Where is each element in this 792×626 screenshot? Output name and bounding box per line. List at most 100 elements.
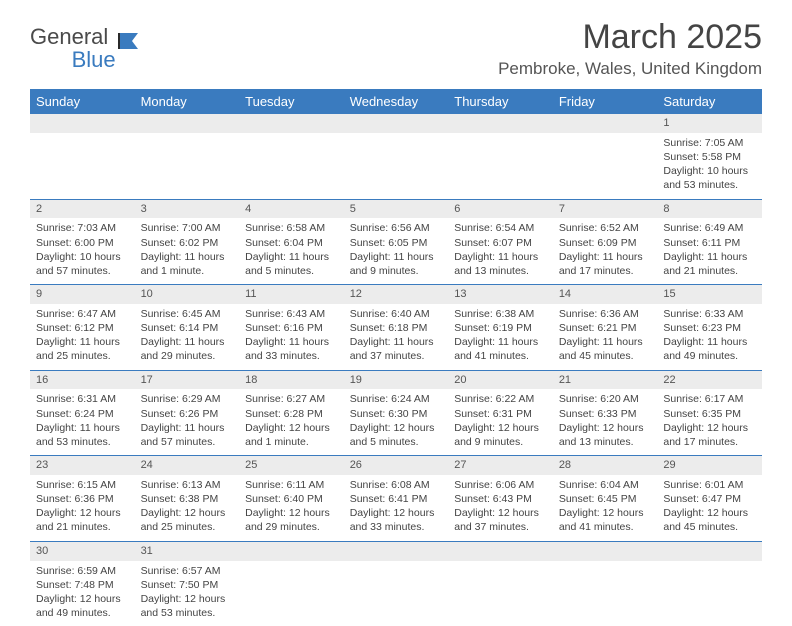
sunrise: Sunrise: 6:59 AM bbox=[36, 564, 129, 578]
daylight: Daylight: 11 hours and 9 minutes. bbox=[350, 250, 443, 278]
weekday-header: Saturday bbox=[657, 89, 762, 114]
sunset: Sunset: 6:11 PM bbox=[663, 236, 756, 250]
sunset: Sunset: 6:02 PM bbox=[141, 236, 234, 250]
day-number: 29 bbox=[657, 456, 762, 475]
calendar-cell: 21Sunrise: 6:20 AMSunset: 6:33 PMDayligh… bbox=[553, 370, 658, 456]
calendar-cell: 11Sunrise: 6:43 AMSunset: 6:16 PMDayligh… bbox=[239, 285, 344, 371]
daylight: Daylight: 12 hours and 13 minutes. bbox=[559, 421, 652, 449]
daylight: Daylight: 12 hours and 5 minutes. bbox=[350, 421, 443, 449]
daylight: Daylight: 11 hours and 33 minutes. bbox=[245, 335, 338, 363]
daylight: Daylight: 12 hours and 41 minutes. bbox=[559, 506, 652, 534]
sunset: Sunset: 6:30 PM bbox=[350, 407, 443, 421]
day-body: Sunrise: 6:22 AMSunset: 6:31 PMDaylight:… bbox=[448, 389, 553, 455]
daylight: Daylight: 11 hours and 13 minutes. bbox=[454, 250, 547, 278]
daylight: Daylight: 11 hours and 29 minutes. bbox=[141, 335, 234, 363]
calendar-cell: 15Sunrise: 6:33 AMSunset: 6:23 PMDayligh… bbox=[657, 285, 762, 371]
calendar-cell: 25Sunrise: 6:11 AMSunset: 6:40 PMDayligh… bbox=[239, 456, 344, 542]
sunset: Sunset: 6:19 PM bbox=[454, 321, 547, 335]
sunset: Sunset: 6:41 PM bbox=[350, 492, 443, 506]
calendar-cell: 26Sunrise: 6:08 AMSunset: 6:41 PMDayligh… bbox=[344, 456, 449, 542]
day-number: 12 bbox=[344, 285, 449, 304]
day-number: 19 bbox=[344, 371, 449, 390]
weekday-row: SundayMondayTuesdayWednesdayThursdayFrid… bbox=[30, 89, 762, 114]
calendar-cell: 4Sunrise: 6:58 AMSunset: 6:04 PMDaylight… bbox=[239, 199, 344, 285]
daylight: Daylight: 12 hours and 21 minutes. bbox=[36, 506, 129, 534]
day-body: Sunrise: 6:43 AMSunset: 6:16 PMDaylight:… bbox=[239, 304, 344, 370]
sunrise: Sunrise: 6:33 AM bbox=[663, 307, 756, 321]
sunrise: Sunrise: 6:54 AM bbox=[454, 221, 547, 235]
daylight: Daylight: 12 hours and 45 minutes. bbox=[663, 506, 756, 534]
sunset: Sunset: 6:18 PM bbox=[350, 321, 443, 335]
logo-text-2: Blue bbox=[72, 47, 116, 72]
calendar-cell: 12Sunrise: 6:40 AMSunset: 6:18 PMDayligh… bbox=[344, 285, 449, 371]
sunrise: Sunrise: 6:15 AM bbox=[36, 478, 129, 492]
daylight: Daylight: 11 hours and 41 minutes. bbox=[454, 335, 547, 363]
sunrise: Sunrise: 6:57 AM bbox=[141, 564, 234, 578]
weekday-header: Monday bbox=[135, 89, 240, 114]
sunset: Sunset: 6:24 PM bbox=[36, 407, 129, 421]
day-body: Sunrise: 6:11 AMSunset: 6:40 PMDaylight:… bbox=[239, 475, 344, 541]
day-number: 8 bbox=[657, 200, 762, 219]
day-number: 28 bbox=[553, 456, 658, 475]
logo-text-1: General bbox=[30, 24, 108, 49]
day-body: Sunrise: 6:06 AMSunset: 6:43 PMDaylight:… bbox=[448, 475, 553, 541]
day-body: Sunrise: 6:24 AMSunset: 6:30 PMDaylight:… bbox=[344, 389, 449, 455]
calendar-week: 9Sunrise: 6:47 AMSunset: 6:12 PMDaylight… bbox=[30, 285, 762, 371]
day-body: Sunrise: 6:47 AMSunset: 6:12 PMDaylight:… bbox=[30, 304, 135, 370]
daylight: Daylight: 11 hours and 45 minutes. bbox=[559, 335, 652, 363]
day-number: 5 bbox=[344, 200, 449, 219]
calendar-cell: 17Sunrise: 6:29 AMSunset: 6:26 PMDayligh… bbox=[135, 370, 240, 456]
sunset: Sunset: 6:45 PM bbox=[559, 492, 652, 506]
daylight: Daylight: 12 hours and 49 minutes. bbox=[36, 592, 129, 620]
day-number: 7 bbox=[553, 200, 658, 219]
day-number: 3 bbox=[135, 200, 240, 219]
calendar-cell: 7Sunrise: 6:52 AMSunset: 6:09 PMDaylight… bbox=[553, 199, 658, 285]
calendar-cell: 3Sunrise: 7:00 AMSunset: 6:02 PMDaylight… bbox=[135, 199, 240, 285]
sunrise: Sunrise: 6:06 AM bbox=[454, 478, 547, 492]
sunset: Sunset: 6:00 PM bbox=[36, 236, 129, 250]
weekday-header: Sunday bbox=[30, 89, 135, 114]
sunrise: Sunrise: 6:17 AM bbox=[663, 392, 756, 406]
day-number: 9 bbox=[30, 285, 135, 304]
flag-icon bbox=[118, 31, 144, 56]
sunset: Sunset: 6:26 PM bbox=[141, 407, 234, 421]
sunrise: Sunrise: 6:20 AM bbox=[559, 392, 652, 406]
day-number: 14 bbox=[553, 285, 658, 304]
calendar-cell bbox=[553, 114, 658, 199]
calendar-cell: 18Sunrise: 6:27 AMSunset: 6:28 PMDayligh… bbox=[239, 370, 344, 456]
sunset: Sunset: 6:09 PM bbox=[559, 236, 652, 250]
day-body: Sunrise: 6:13 AMSunset: 6:38 PMDaylight:… bbox=[135, 475, 240, 541]
calendar-cell: 19Sunrise: 6:24 AMSunset: 6:30 PMDayligh… bbox=[344, 370, 449, 456]
sunset: Sunset: 6:31 PM bbox=[454, 407, 547, 421]
day-body: Sunrise: 6:01 AMSunset: 6:47 PMDaylight:… bbox=[657, 475, 762, 541]
daylight: Daylight: 11 hours and 25 minutes. bbox=[36, 335, 129, 363]
sunset: Sunset: 6:47 PM bbox=[663, 492, 756, 506]
sunrise: Sunrise: 6:08 AM bbox=[350, 478, 443, 492]
sunrise: Sunrise: 6:01 AM bbox=[663, 478, 756, 492]
calendar-cell bbox=[239, 541, 344, 626]
day-body: Sunrise: 6:17 AMSunset: 6:35 PMDaylight:… bbox=[657, 389, 762, 455]
day-number: 4 bbox=[239, 200, 344, 219]
calendar-week: 2Sunrise: 7:03 AMSunset: 6:00 PMDaylight… bbox=[30, 199, 762, 285]
day-body: Sunrise: 6:20 AMSunset: 6:33 PMDaylight:… bbox=[553, 389, 658, 455]
sunset: Sunset: 6:12 PM bbox=[36, 321, 129, 335]
sunrise: Sunrise: 6:29 AM bbox=[141, 392, 234, 406]
sunset: Sunset: 6:07 PM bbox=[454, 236, 547, 250]
day-body: Sunrise: 7:05 AMSunset: 5:58 PMDaylight:… bbox=[657, 133, 762, 199]
day-body: Sunrise: 6:08 AMSunset: 6:41 PMDaylight:… bbox=[344, 475, 449, 541]
day-body: Sunrise: 6:38 AMSunset: 6:19 PMDaylight:… bbox=[448, 304, 553, 370]
sunrise: Sunrise: 6:45 AM bbox=[141, 307, 234, 321]
calendar-cell: 13Sunrise: 6:38 AMSunset: 6:19 PMDayligh… bbox=[448, 285, 553, 371]
weekday-header: Thursday bbox=[448, 89, 553, 114]
calendar-cell: 20Sunrise: 6:22 AMSunset: 6:31 PMDayligh… bbox=[448, 370, 553, 456]
day-body: Sunrise: 6:49 AMSunset: 6:11 PMDaylight:… bbox=[657, 218, 762, 284]
sunset: Sunset: 7:48 PM bbox=[36, 578, 129, 592]
sunrise: Sunrise: 7:00 AM bbox=[141, 221, 234, 235]
sunrise: Sunrise: 6:13 AM bbox=[141, 478, 234, 492]
calendar-cell bbox=[239, 114, 344, 199]
sunset: Sunset: 7:50 PM bbox=[141, 578, 234, 592]
sunrise: Sunrise: 6:58 AM bbox=[245, 221, 338, 235]
day-number: 13 bbox=[448, 285, 553, 304]
sunset: Sunset: 6:04 PM bbox=[245, 236, 338, 250]
day-body: Sunrise: 7:00 AMSunset: 6:02 PMDaylight:… bbox=[135, 218, 240, 284]
